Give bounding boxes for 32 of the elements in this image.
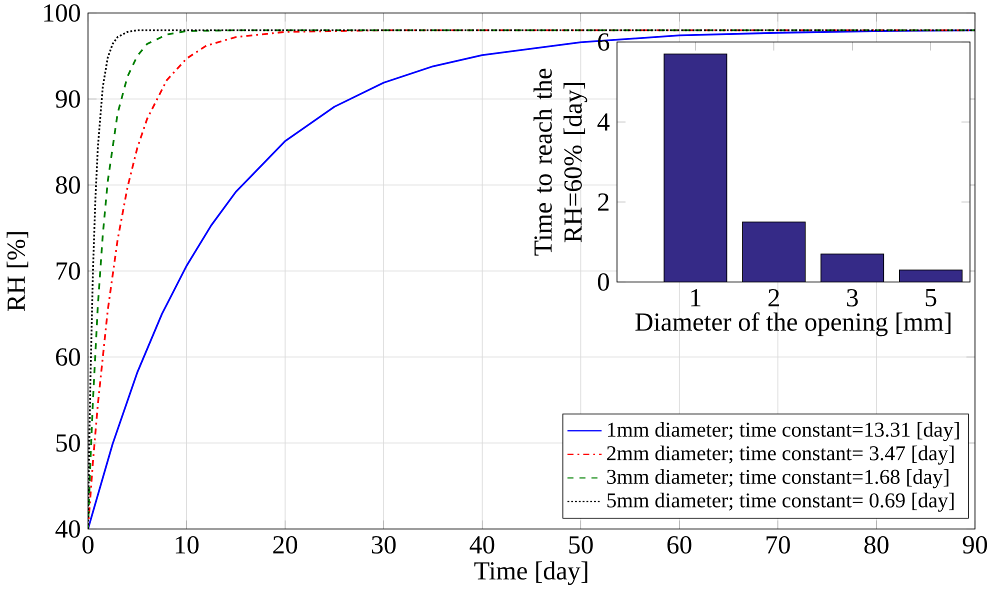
x-tick-label: 2 (768, 289, 779, 306)
legend-label: 5mm diameter; time constant= 0.69 [day] (607, 492, 954, 512)
x-tick-label: 30 (372, 536, 396, 554)
x-tick-label: 60 (667, 536, 692, 554)
y-tick-label: 100 (44, 4, 80, 22)
x-tick-label: 90 (962, 536, 987, 554)
legend-label: 2mm diameter; time constant= 3.47 [day] (607, 446, 954, 465)
y-tick-label: 0 (598, 273, 609, 291)
y-tick-label: 50 (56, 434, 80, 452)
legend-label: 1mm diameter; time constant=13.31 [day] (608, 422, 959, 442)
x-tick-label: 5 (926, 289, 936, 306)
x-tick-label: 20 (273, 536, 298, 554)
y-tick-label: 2 (598, 193, 609, 211)
legend-label: 3mm diameter; time constant=1.68 [day] (607, 469, 948, 488)
x-tick-label: 40 (470, 536, 494, 554)
y-tick-label: 60 (56, 348, 80, 366)
x-tick-label: 80 (864, 536, 888, 554)
x-tick-label: 70 (766, 536, 790, 554)
y-tick-label: 90 (56, 90, 80, 108)
x-tick-label: 10 (176, 536, 199, 554)
x-axis-title: Diameter of the opening [mm] (635, 312, 950, 336)
y-tick-label: 4 (597, 113, 610, 131)
x-tick-label: 3 (847, 289, 858, 307)
y-tick-label: 40 (55, 520, 80, 538)
y-tick-label: 80 (56, 176, 80, 194)
x-tick-label: 0 (82, 536, 94, 554)
y-axis-title: RH [%] (6, 232, 28, 312)
x-tick-label: 1 (691, 289, 700, 306)
y-tick-label: 70 (56, 262, 80, 280)
x-tick-label: 50 (569, 536, 593, 554)
y-axis-title: Time to reach the RH=60% [day] (534, 68, 588, 256)
x-axis-title: Time [day] (474, 561, 588, 585)
